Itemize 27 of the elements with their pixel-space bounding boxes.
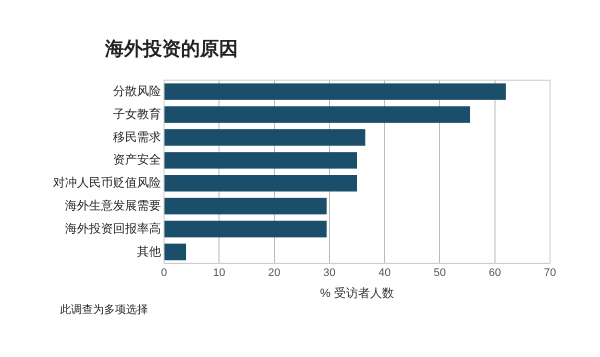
bar	[164, 83, 506, 100]
y-tick-label: 其他	[137, 244, 161, 258]
bar	[164, 129, 366, 146]
chart-title: 海外投资的原因	[105, 37, 238, 62]
x-tick-label: 30	[323, 267, 336, 280]
y-tick-label: 移民需求	[113, 130, 161, 144]
x-tick-label: 0	[160, 267, 168, 280]
x-tick-label: 40	[378, 267, 391, 280]
bar	[164, 198, 327, 214]
bar	[164, 244, 186, 260]
y-tick-label: 资产安全	[113, 152, 161, 167]
y-tick-label: 子女教育	[113, 106, 161, 121]
y-tick-label: 海外生意发展需要	[65, 198, 161, 212]
bar	[164, 174, 357, 192]
x-tick-label: 50	[434, 267, 446, 280]
bar	[164, 152, 357, 169]
x-tick-label: 10	[213, 267, 226, 280]
y-tick-label: 对冲人民币贬值风险	[53, 176, 161, 190]
x-tick-label: 70	[544, 267, 556, 280]
text: 此调查为多项选择	[60, 303, 148, 317]
bar	[164, 106, 470, 123]
x-axis-title: % 受访者人数	[320, 286, 394, 300]
y-tick-label: 分散风险	[113, 84, 161, 98]
x-tick-label: 20	[268, 267, 280, 280]
y-tick-label: 海外投资回报率高	[65, 221, 161, 236]
bar	[164, 220, 327, 238]
x-tick-label: 60	[488, 267, 501, 280]
